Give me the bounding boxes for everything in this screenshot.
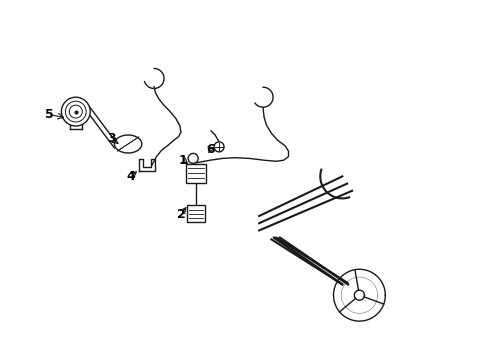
- Text: 4: 4: [126, 170, 135, 183]
- Text: 5: 5: [44, 108, 53, 121]
- Circle shape: [61, 97, 90, 126]
- Text: 2: 2: [176, 208, 185, 221]
- Text: 1: 1: [179, 154, 187, 167]
- Circle shape: [65, 101, 86, 122]
- Text: 6: 6: [205, 143, 214, 156]
- Bar: [186, 205, 205, 222]
- Text: 3: 3: [107, 132, 116, 145]
- Circle shape: [188, 153, 198, 163]
- Circle shape: [69, 105, 82, 118]
- Bar: [185, 164, 206, 183]
- Polygon shape: [139, 159, 154, 171]
- Ellipse shape: [114, 135, 142, 153]
- Circle shape: [214, 142, 224, 152]
